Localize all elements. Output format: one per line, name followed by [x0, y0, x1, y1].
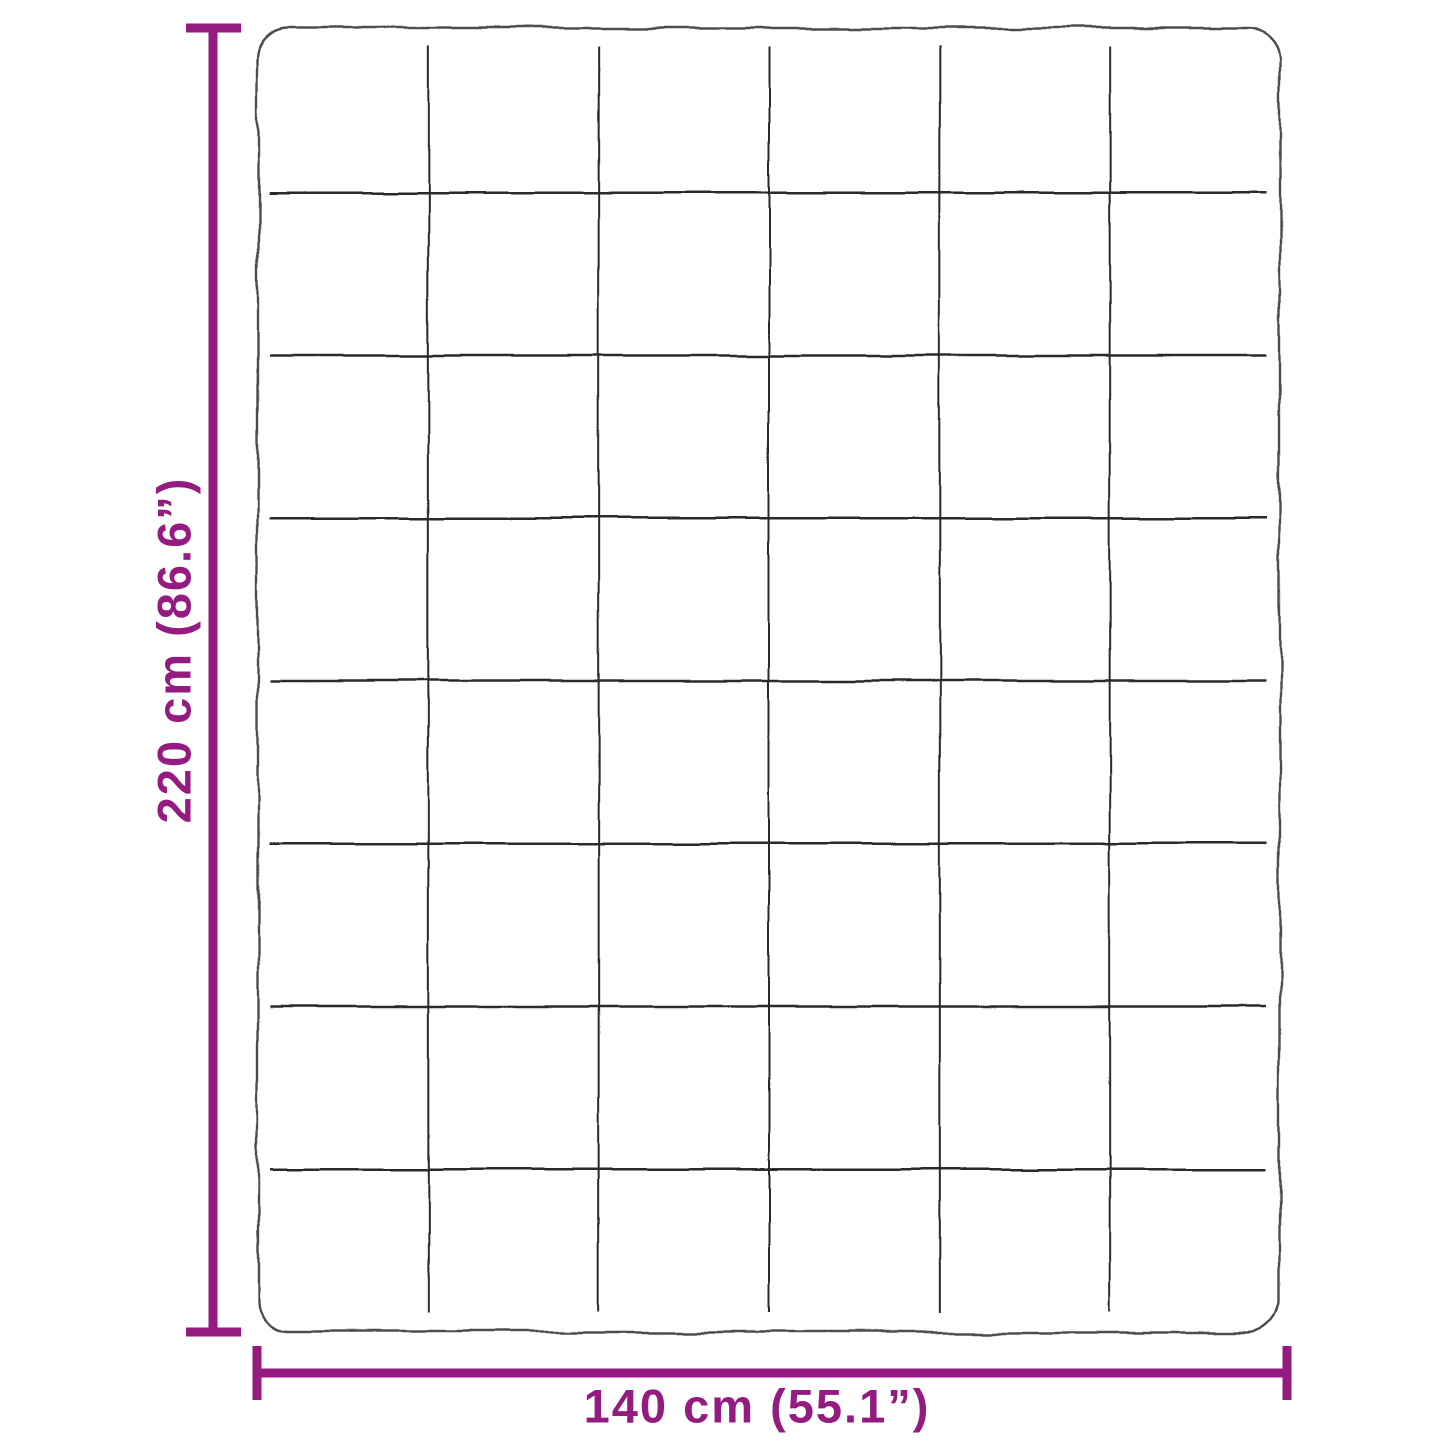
blanket	[256, 26, 1282, 1334]
width-dimension-line	[252, 1346, 1292, 1400]
quilt-grid-lines	[270, 46, 1266, 1312]
width-dimension-label: 140 cm (55.1”)	[583, 1379, 931, 1433]
blanket-outline	[256, 26, 1282, 1334]
height-dimension-label: 220 cm (86.6”)	[147, 476, 201, 824]
height-dimension-line	[186, 23, 241, 1337]
